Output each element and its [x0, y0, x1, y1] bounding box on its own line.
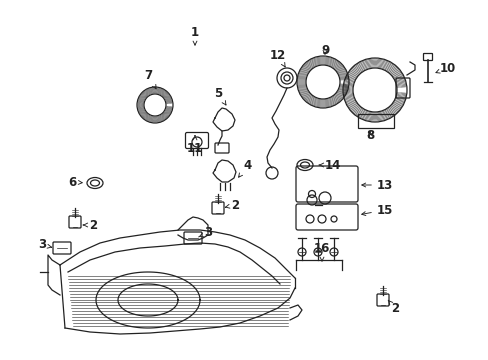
Text: 2: 2 [225, 198, 239, 212]
Text: 2: 2 [387, 300, 398, 315]
Text: 12: 12 [269, 49, 285, 67]
Text: 6: 6 [68, 176, 82, 189]
Text: 2: 2 [83, 219, 97, 231]
Text: 3: 3 [198, 226, 212, 239]
Text: 1: 1 [190, 26, 199, 45]
Text: 9: 9 [320, 44, 328, 57]
Text: 7: 7 [143, 68, 156, 89]
Text: 3: 3 [38, 239, 52, 252]
Text: 16: 16 [313, 242, 329, 261]
Text: 4: 4 [238, 158, 252, 177]
Text: 11: 11 [186, 136, 203, 154]
Text: 5: 5 [213, 86, 225, 105]
Text: 10: 10 [435, 62, 455, 75]
Text: 14: 14 [319, 158, 341, 171]
Text: 8: 8 [365, 129, 373, 141]
Text: 15: 15 [361, 203, 392, 216]
Text: 13: 13 [361, 179, 392, 192]
